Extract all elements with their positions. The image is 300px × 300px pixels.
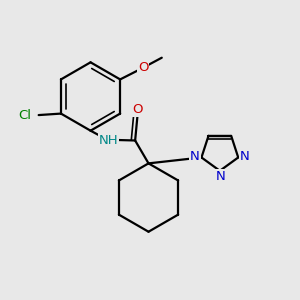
Text: N: N [215,170,225,183]
Text: N: N [240,150,250,164]
Text: O: O [133,103,143,116]
Text: O: O [138,61,148,74]
Text: N: N [190,150,200,164]
Text: NH: NH [99,134,118,147]
Text: Cl: Cl [18,109,31,122]
